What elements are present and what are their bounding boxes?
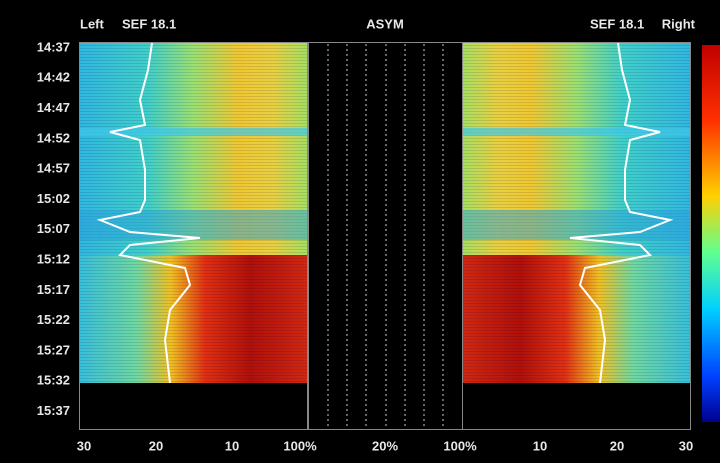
asym-label: ASYM [366,16,404,31]
left-label: Left [80,16,105,31]
left-spectrogram [80,42,307,384]
panel-frames [79,42,691,430]
right-axis-label: 10 [533,438,547,453]
time-label: 14:52 [37,130,70,145]
right-axis-label: 100% [443,438,477,453]
right-axis-label: 30 [679,438,693,453]
left-axis-label: 20 [149,438,163,453]
asym-grid [327,44,444,429]
left-axis-label: 100% [283,438,317,453]
time-label: 14:57 [37,161,70,176]
time-label: 14:37 [37,39,70,54]
time-label: 15:17 [37,282,70,297]
time-label: 14:47 [37,100,70,115]
color-scale [702,45,720,422]
left-sef: SEF 18.1 [122,16,176,31]
time-label: 15:07 [37,221,70,236]
right-axis-label: 20 [610,438,624,453]
time-label: 15:32 [37,373,70,388]
time-label: 15:27 [37,342,70,357]
right-spectrogram [463,42,690,384]
time-label: 15:22 [37,312,70,327]
asym-axis-label: 20% [372,438,398,453]
right-label: Right [662,16,696,31]
time-label: 15:12 [37,252,70,267]
time-label: 14:42 [37,70,70,85]
time-label: 15:37 [37,403,70,418]
left-axis-label: 10 [225,438,239,453]
right-sef: SEF 18.1 [590,16,644,31]
time-label: 15:02 [37,191,70,206]
left-axis-label: 30 [77,438,91,453]
